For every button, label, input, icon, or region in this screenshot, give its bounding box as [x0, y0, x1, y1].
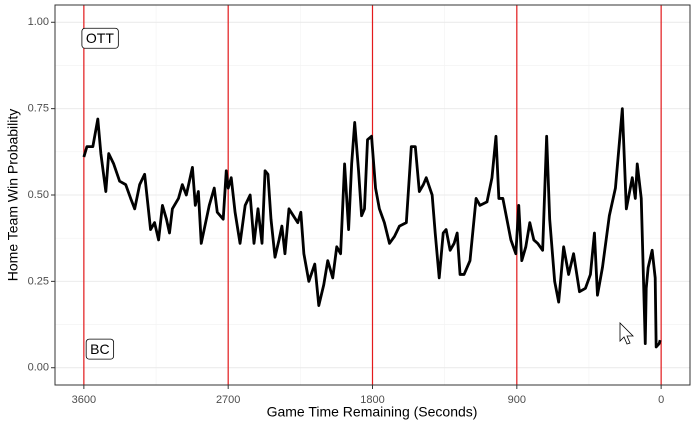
annotation-label: BC: [90, 341, 109, 357]
panel-border: [54, 4, 691, 386]
x-tick-label: 3600: [72, 394, 96, 406]
annotation: OTT: [81, 27, 119, 49]
annotation-label: OTT: [86, 30, 114, 46]
y-tick-label: 0.25: [28, 275, 49, 287]
y-axis-title: Home Team Win Probability: [5, 109, 21, 281]
x-tick-label: 0: [658, 394, 664, 406]
annotation-box: [81, 27, 119, 49]
x-tick-label: 2700: [216, 394, 240, 406]
y-tick-label: 0.00: [28, 362, 49, 374]
win-probability-line: [82, 107, 662, 349]
y-tick-label: 0.50: [28, 189, 49, 201]
x-tick-label: 900: [508, 394, 526, 406]
x-axis-title: Game Time Remaining (Seconds): [267, 404, 478, 420]
y-tick-label: 1.00: [28, 16, 49, 28]
annotation: BC: [85, 338, 115, 360]
y-tick-label: 0.75: [28, 103, 49, 115]
annotation-box: [85, 338, 115, 360]
mouse-cursor: [619, 322, 634, 345]
x-tick-label: 1800: [360, 394, 384, 406]
